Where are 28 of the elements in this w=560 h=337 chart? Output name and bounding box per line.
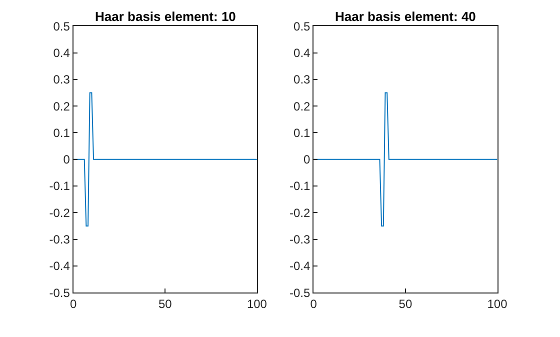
- y-tick-label: -0.4: [49, 259, 70, 274]
- y-tick-label: -0.1: [49, 179, 70, 194]
- y-tick-label: 0.4: [294, 46, 311, 60]
- y-tick-label: -0.4: [290, 259, 311, 274]
- chart-title: Haar basis element: 40: [335, 9, 476, 24]
- y-tick-label: 0.3: [53, 72, 70, 87]
- y-tick-label: 0.4: [53, 46, 70, 60]
- y-tick-label: -0.1: [290, 179, 311, 194]
- y-tick-label: 0.2: [53, 99, 70, 114]
- y-tick-label: 0: [304, 152, 311, 167]
- y-tick-label: -0.2: [290, 206, 311, 220]
- x-tick-label: 50: [158, 297, 172, 312]
- x-tick-label: 100: [246, 297, 268, 312]
- y-tick-label: 0.1: [53, 126, 70, 140]
- y-tick-label: 0.2: [294, 99, 311, 114]
- y-tick-label: 0.3: [294, 72, 311, 87]
- y-tick-label: -0.3: [290, 232, 311, 247]
- y-tick-label: 0: [63, 152, 70, 167]
- x-tick-label: 50: [398, 297, 412, 312]
- y-tick-label: 0.1: [294, 126, 311, 140]
- y-tick-label: -0.3: [49, 232, 70, 247]
- chart-title: Haar basis element: 10: [95, 9, 236, 24]
- y-tick-label: -0.5: [290, 286, 311, 300]
- y-tick-label: 0.5: [294, 19, 311, 34]
- y-tick-label: -0.5: [49, 286, 70, 300]
- y-tick-label: -0.2: [49, 206, 70, 220]
- x-tick-label: 100: [487, 297, 508, 312]
- y-tick-label: 0.5: [53, 19, 70, 34]
